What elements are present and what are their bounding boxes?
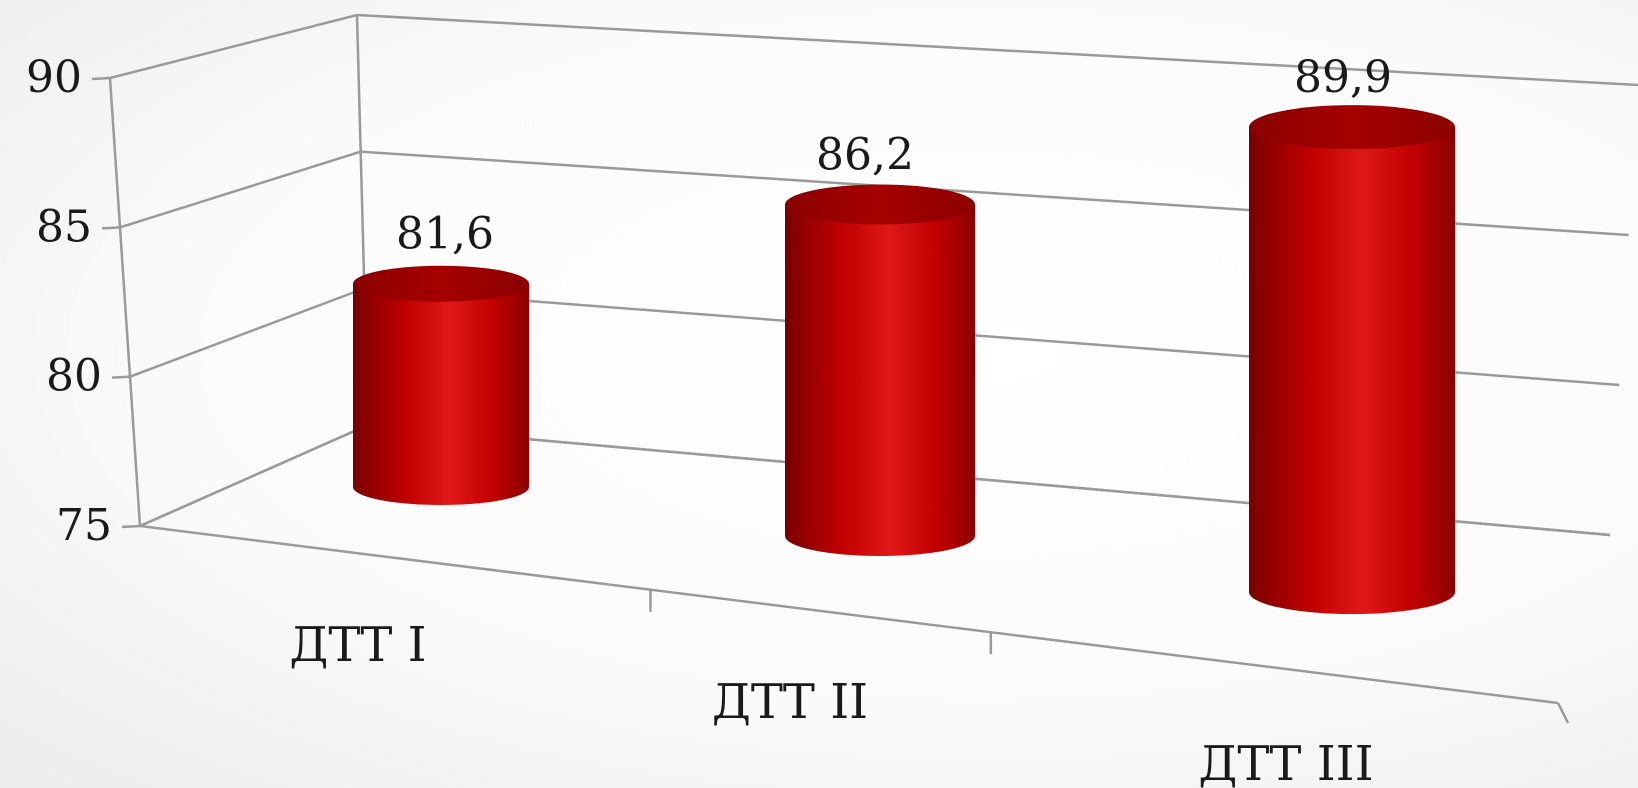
x-tick-label: ДТТ II [712,674,868,730]
bars [353,105,1455,615]
bar-3-top [1249,105,1455,150]
y-axis: 75 80 85 90 [26,52,141,551]
y-tick-mark [121,524,141,529]
x-tick-label: ДТТ III [1198,736,1373,788]
gridline [119,150,1629,237]
y-tick-label: 85 [36,201,92,252]
data-label: 86,2 [816,129,914,180]
floor-corner-tick [1556,702,1570,724]
bar-2-body [785,204,975,557]
data-labels: 81,6 86,2 89,9 [396,52,1392,260]
y-tick-mark [101,226,121,230]
bar-1-top [353,265,529,302]
x-axis: ДТТ I ДТТ II ДТТ III [289,589,1374,788]
y-tick-label: 80 [46,351,102,402]
gridline [109,13,1638,87]
bar-2-top [785,184,975,225]
y-axis-line [108,77,142,527]
y-tick-label: 75 [56,500,112,551]
x-tick-label: ДТТ I [289,617,426,673]
data-label: 89,9 [1294,52,1392,103]
y-tick-mark [111,375,131,379]
bar-3-body [1249,127,1455,615]
bar-1-body [353,283,529,505]
data-label: 81,6 [396,209,494,260]
y-tick-label: 90 [26,52,82,103]
y-tick-mark [91,76,111,81]
